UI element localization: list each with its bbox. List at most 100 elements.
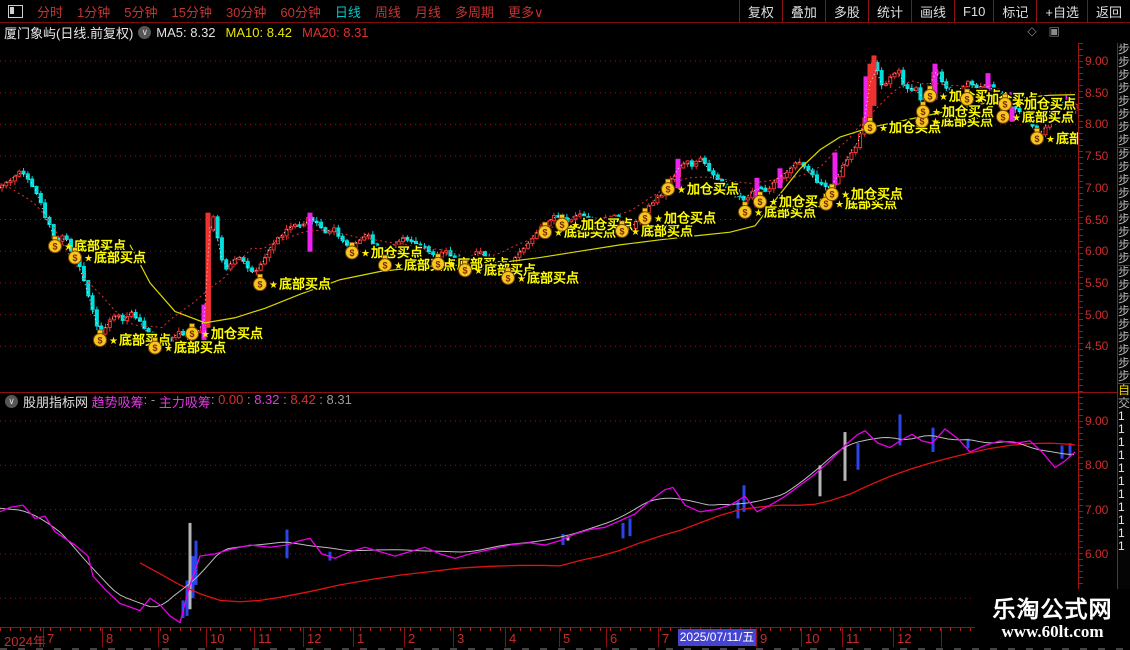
star-icon: ★ [1012, 113, 1021, 124]
main-price-label: 6.50 [1085, 212, 1109, 227]
toolbar-button-1[interactable]: 叠加 [781, 0, 825, 22]
svg-text:$: $ [382, 261, 387, 271]
period-tab-5[interactable]: 60分钟 [280, 4, 321, 20]
svg-text:$: $ [505, 273, 510, 283]
layout-icon[interactable] [8, 4, 23, 18]
chart-title-row: 厦门象屿(日线.前复权) ∨ MA5: 8.32 MA10: 8.42 MA20: … [0, 23, 1130, 42]
star-icon: ★ [164, 344, 173, 355]
svg-text:$: $ [823, 199, 828, 209]
toolbar-button-5[interactable]: F10 [953, 0, 993, 22]
strip-quote-row: 1 [1118, 436, 1125, 449]
main-price-label: 6.00 [1085, 244, 1109, 259]
toolbar-button-3[interactable]: 统计 [867, 0, 911, 22]
star-icon: ★ [447, 260, 456, 271]
buy-marker[interactable]: $★底部买点 [253, 273, 333, 293]
signal-bar [1065, 95, 1071, 116]
star-icon: ★ [554, 228, 563, 239]
buy-label: 底部买点 [174, 340, 226, 355]
toolbar-button-4[interactable]: 画线 [910, 0, 954, 22]
buy-marker[interactable]: $ ★ 加仓买点 [825, 183, 905, 203]
strip-quote-row: 1 [1118, 462, 1125, 475]
buy-marker[interactable]: $ ★ 加仓买点 [638, 207, 718, 227]
strip-header: 自 [1118, 383, 1130, 397]
period-tab-3[interactable]: 15分钟 [171, 4, 212, 20]
svg-text:$: $ [72, 253, 77, 263]
buy-marker[interactable]: $★底部买点 [68, 247, 148, 267]
main-price-label: 5.00 [1085, 307, 1109, 322]
period-tab-0[interactable]: 分时 [37, 4, 64, 20]
ma-values: MA5: 8.32 MA10: 8.42 MA20: 8.31 [156, 25, 378, 40]
signal-bar [871, 55, 877, 106]
month-separator [941, 628, 942, 647]
chevron-down-icon[interactable]: ∨ [5, 395, 18, 408]
buy-marker[interactable]: $ ★ 加仓买点 [916, 101, 996, 121]
month-separator [842, 628, 843, 647]
strip-row: 步 [1118, 252, 1130, 265]
buy-marker[interactable]: $★底部买点 [819, 193, 899, 213]
month-separator [606, 628, 607, 647]
main-price-label: 4.50 [1085, 339, 1109, 354]
svg-text:$: $ [964, 95, 969, 105]
candlestick-svg: $ ★ 底部买点$ ★ 底部买点$ ★ 底部买点$ ★ 底部买点$ ★ 加仓买点$ ★ 底部买点$ ★ 加仓… [0, 55, 1110, 357]
strip-row: 步 [1118, 187, 1130, 200]
strip-row: 步 [1118, 174, 1130, 187]
time-axis[interactable]: 2024年 2025/07/11/五 7 8 9 10 11 12 1 2 3 4 5 6 7 9 10 11… [0, 627, 1130, 649]
month-label: 10 [805, 631, 820, 646]
buy-label: 加仓买点 [663, 211, 716, 226]
buy-marker[interactable]: $★底部买点 [148, 337, 228, 357]
buy-marker[interactable]: $ ★ 加仓买点 [863, 117, 943, 137]
buy-marker[interactable]: $ ★ 加仓买点 [661, 178, 741, 198]
strip-row: 步 [1118, 331, 1130, 344]
buy-marker[interactable]: $★底部买点 [615, 220, 695, 240]
panel-divider [0, 392, 1130, 393]
toolbar-button-6[interactable]: 标记 [993, 0, 1036, 22]
strip-row: 步 [1118, 147, 1130, 161]
buy-marker[interactable]: $ ★ 加仓买点 [753, 191, 833, 211]
indicator-signal-bar [742, 485, 746, 512]
star-icon: ★ [677, 185, 686, 196]
toolbar-button-2[interactable]: 多股 [824, 0, 868, 22]
month-label: 8 [106, 631, 114, 646]
buy-marker[interactable]: $★底部买点 [93, 329, 173, 349]
buy-marker[interactable]: $★底部买点 [48, 235, 128, 255]
buy-marker[interactable]: $★底部买点 [738, 201, 818, 221]
indicator-chart[interactable] [0, 410, 1078, 625]
main-price-label: 8.50 [1085, 85, 1109, 100]
month-label: 7 [662, 631, 670, 646]
split-window-icon[interactable]: ▣ [1048, 24, 1060, 38]
main-price-label: 7.50 [1085, 149, 1109, 164]
month-label: 12 [307, 631, 322, 646]
diamond-icon[interactable]: ◇ [1027, 24, 1037, 38]
period-tab-7[interactable]: 周线 [374, 4, 401, 20]
period-tab-8[interactable]: 月线 [414, 4, 441, 20]
month-separator [658, 628, 659, 647]
svg-text:$: $ [559, 220, 564, 230]
indicator-values: 股朋指标网 趋势吸筹: - 主力吸筹: 0.00 : 8.32 : 8.42 :… [23, 392, 352, 411]
period-tab-1[interactable]: 1分钟 [77, 4, 111, 20]
period-tab-9[interactable]: 多周期 [454, 4, 494, 20]
buy-marker[interactable]: $★底部买点 [1030, 127, 1110, 147]
toolbar-button-8[interactable]: 返回 [1086, 0, 1130, 22]
buy-marker[interactable]: $ ★ 加仓买点 [185, 323, 265, 343]
indicator-segment-5: 0.00 [218, 392, 244, 407]
indicator-signal-bar [628, 518, 632, 537]
buy-marker[interactable]: $★底部买点 [538, 221, 618, 241]
strip-row: 步 [1118, 305, 1130, 318]
buy-marker[interactable]: $★底部买点 [915, 110, 995, 130]
period-tab-6[interactable]: 日线 [334, 4, 361, 20]
toolbar-button-7[interactable]: +自选 [1036, 0, 1087, 22]
strip-row: 步 [1118, 344, 1130, 357]
strip-row: 步 [1118, 292, 1130, 305]
chevron-down-icon[interactable]: ∨ [138, 26, 152, 39]
indicator-segment-2: : - [143, 392, 159, 407]
main-candlestick-chart[interactable]: $ ★ 底部买点 $ ★ 底部买点 $ ★ 底部买点 $ ★ 底部买点 $ ★ 加仓买点 $ ★ 底部买点 $ ★ 加仓… [0, 43, 1110, 391]
period-tab-4[interactable]: 30分钟 [225, 4, 267, 20]
buy-marker[interactable]: $ ★ 加仓买点 [998, 93, 1078, 113]
period-tab-2[interactable]: 5分钟 [124, 4, 158, 20]
buy-marker[interactable]: $★底部买点 [996, 106, 1076, 126]
toolbar-button-0[interactable]: 复权 [738, 0, 782, 22]
period-tab-10[interactable]: 更多∨ [507, 4, 544, 20]
buy-marker[interactable]: $★底部买点 [501, 267, 581, 287]
month-label: 7 [47, 631, 55, 646]
